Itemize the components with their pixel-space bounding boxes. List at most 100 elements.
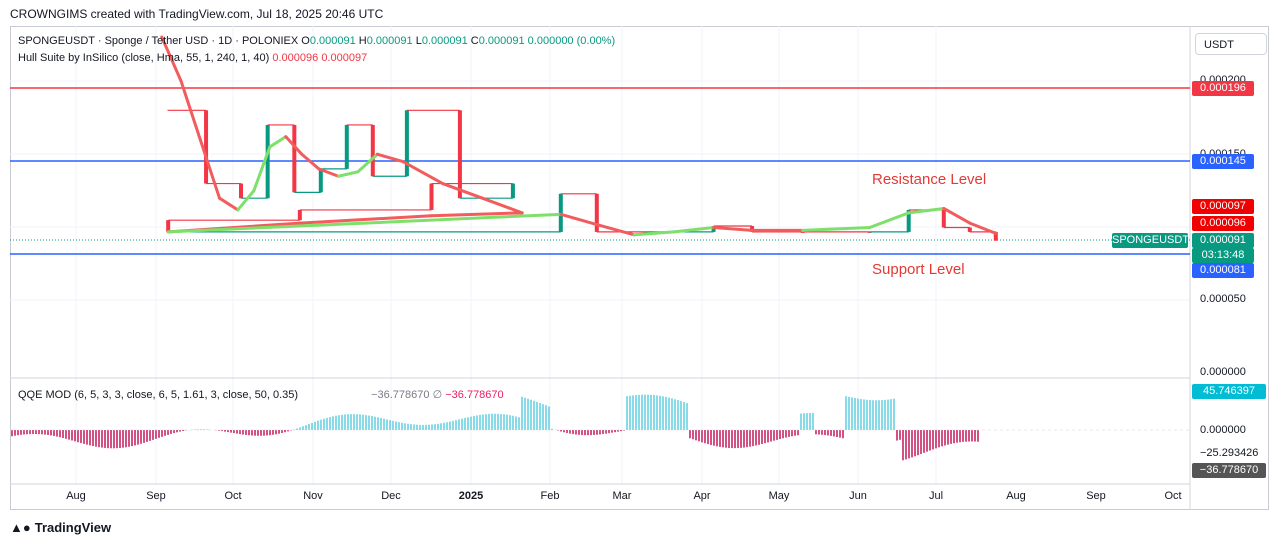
price-candle bbox=[204, 110, 209, 184]
price-candle bbox=[297, 209, 302, 221]
price-candle bbox=[510, 183, 515, 199]
hull-segment bbox=[632, 230, 676, 237]
hull-segment bbox=[907, 206, 946, 215]
price-candle bbox=[429, 183, 434, 210]
x-tick-label: Aug bbox=[66, 490, 86, 502]
price-candle bbox=[239, 183, 243, 199]
hull-segment bbox=[252, 145, 272, 193]
qqe-tick-label: −25.293426 bbox=[1200, 447, 1259, 459]
hull-segment bbox=[672, 226, 716, 234]
x-tick-label: Feb bbox=[540, 490, 560, 502]
hull-segment bbox=[942, 206, 972, 225]
price-candle bbox=[594, 193, 599, 232]
resistance-level-label: Resistance Level bbox=[872, 171, 987, 188]
price-candle bbox=[265, 124, 270, 199]
countdown-tag: 03:13:48 bbox=[1192, 248, 1254, 263]
tradingview-logo[interactable]: ▲● TradingView bbox=[10, 520, 111, 535]
price-candle bbox=[404, 110, 409, 177]
hull-value-1: 0.000096 bbox=[272, 52, 319, 64]
hull-segment bbox=[218, 196, 240, 212]
close-value: 0.000091 bbox=[478, 35, 525, 47]
legend-qqe[interactable]: QQE MOD (6, 5, 3, 3, close, 6, 5, 1.61, … bbox=[18, 388, 504, 401]
hull-segment bbox=[160, 35, 183, 83]
legend-hull[interactable]: Hull Suite by InSilico (close, Hma, 55, … bbox=[18, 52, 367, 64]
x-tick-label: Oct bbox=[1164, 490, 1182, 502]
x-tick-label: Sep bbox=[146, 490, 166, 502]
hull-value-2: 0.000097 bbox=[321, 52, 368, 64]
price-tag-last: 0.000091 bbox=[1192, 233, 1254, 248]
hull-segment bbox=[300, 152, 321, 171]
low-label: L bbox=[415, 35, 422, 47]
x-tick-label: Mar bbox=[612, 490, 632, 502]
hull-segment bbox=[480, 196, 524, 215]
x-tick-label: Oct bbox=[224, 490, 242, 502]
price-candle bbox=[318, 168, 323, 193]
hull-segment bbox=[268, 135, 288, 149]
x-tick-label: Jul bbox=[928, 490, 944, 502]
hull-segment bbox=[441, 182, 484, 200]
high-value: 0.000091 bbox=[366, 35, 413, 47]
price-candle bbox=[166, 220, 171, 232]
price-tag-support: 0.000081 bbox=[1192, 263, 1254, 278]
hull-segment bbox=[401, 160, 445, 186]
close-label: C bbox=[470, 35, 479, 47]
x-tick-label: May bbox=[768, 490, 790, 502]
price-steps bbox=[166, 109, 998, 241]
price-candle bbox=[906, 209, 911, 232]
hull-segment bbox=[166, 212, 563, 234]
open-label: O bbox=[301, 35, 310, 47]
price-candle bbox=[370, 124, 375, 177]
tradingview-logo-icon: ▲● bbox=[10, 520, 31, 535]
qqe-value-1: −36.778670 bbox=[371, 389, 430, 401]
change-value: 0.000000 (0.00%) bbox=[527, 35, 616, 47]
qqe-tick-label: 0.000000 bbox=[1200, 424, 1246, 436]
price-candle bbox=[941, 209, 946, 228]
price-tag-resistance-lower: 0.000145 bbox=[1192, 154, 1254, 169]
hull-segment bbox=[298, 214, 433, 225]
x-tick-label: 2025 bbox=[458, 490, 484, 502]
support-level-label: Support Level bbox=[872, 261, 965, 278]
hull-segment bbox=[179, 79, 202, 142]
currency-unit-button[interactable]: USDT bbox=[1195, 33, 1267, 55]
hull-segment bbox=[868, 211, 911, 229]
x-tick-label: Dec bbox=[381, 490, 401, 502]
ticker-tag: SPONGEUSDT bbox=[1112, 233, 1190, 248]
x-tick-label: Apr bbox=[693, 490, 711, 502]
hull-segment bbox=[801, 226, 872, 232]
hull-segment bbox=[198, 138, 222, 200]
hull-segment bbox=[595, 223, 636, 237]
chart-frame[interactable] bbox=[10, 26, 1269, 510]
y-tick-label: 0.000000 bbox=[1200, 366, 1246, 378]
qqe-tag-bottom: −36.778670 bbox=[1192, 463, 1266, 478]
qqe-tag-top: 45.746397 bbox=[1192, 384, 1266, 399]
hull-suite-line bbox=[160, 35, 998, 237]
hull-segment bbox=[356, 152, 379, 174]
hull-segment bbox=[968, 221, 998, 235]
symbol-title: SPONGEUSDT · Sponge / Tether USD · 1D · … bbox=[18, 35, 299, 47]
price-candle bbox=[457, 110, 462, 199]
hull-segment bbox=[430, 211, 524, 218]
legend-symbol[interactable]: SPONGEUSDT · Sponge / Tether USD · 1D · … bbox=[18, 35, 615, 47]
x-tick-label: Aug bbox=[1006, 490, 1026, 502]
qqe-na-symbol: ∅ bbox=[432, 389, 443, 401]
chart-header: CROWNGIMS created with TradingView.com, … bbox=[10, 7, 384, 21]
qqe-value-2: −36.778670 bbox=[445, 389, 504, 401]
x-tick-label: Jun bbox=[849, 490, 867, 502]
x-tick-label: Nov bbox=[303, 490, 323, 502]
hull-segment bbox=[375, 152, 405, 164]
hull-segment bbox=[712, 226, 754, 232]
y-tick-label: 0.000050 bbox=[1200, 293, 1246, 305]
qqe-histogram bbox=[11, 394, 979, 461]
tradingview-wordmark: TradingView bbox=[34, 520, 112, 535]
hull-indicator-name: Hull Suite by InSilico (close, Hma, 55, … bbox=[18, 52, 270, 64]
hull-segment bbox=[559, 212, 599, 227]
qqe-indicator-name: QQE MOD (6, 5, 3, 3, close, 6, 5, 1.61, … bbox=[18, 389, 299, 401]
hull-segment bbox=[236, 189, 256, 212]
hull-segment bbox=[284, 135, 304, 156]
low-value: 0.000091 bbox=[421, 35, 468, 47]
price-tag-resistance-upper: 0.000196 bbox=[1192, 81, 1254, 96]
open-value: 0.000091 bbox=[309, 35, 356, 47]
x-tick-label: Sep bbox=[1086, 490, 1106, 502]
price-candle bbox=[292, 124, 297, 193]
